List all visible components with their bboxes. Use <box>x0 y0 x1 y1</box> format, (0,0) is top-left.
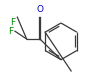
Text: O: O <box>36 5 43 14</box>
Text: F: F <box>11 18 16 27</box>
Text: F: F <box>8 27 13 36</box>
